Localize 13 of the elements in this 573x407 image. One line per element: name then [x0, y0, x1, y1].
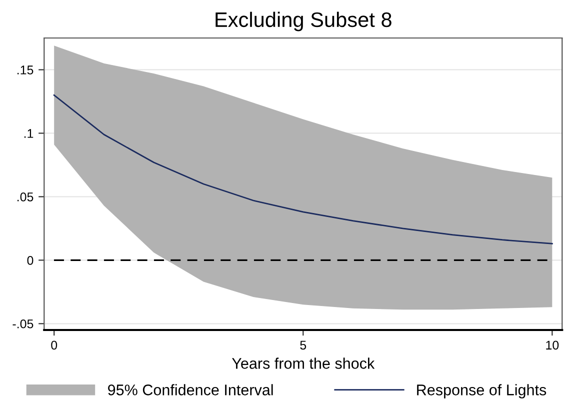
legend-label: Response of Lights — [417, 384, 546, 398]
text: 95% Confidence Interval — [108, 384, 273, 396]
y-tick-label: .1 — [24, 129, 34, 138]
y-tick-label: .05 — [17, 192, 34, 202]
x-axis-title: Years from the shock — [232, 358, 375, 369]
x-tick-label: 10 — [546, 340, 559, 350]
chart-title: Excluding Subset 8 — [216, 12, 392, 32]
x-tick-label: 5 — [300, 340, 306, 350]
y-tick-label: 0 — [27, 256, 34, 265]
y-tick-label: .15 — [17, 66, 34, 74]
y-tick-label: -.05 — [12, 319, 34, 328]
line-series — [53, 94, 553, 244]
x-tick-label: 0 — [51, 340, 58, 350]
